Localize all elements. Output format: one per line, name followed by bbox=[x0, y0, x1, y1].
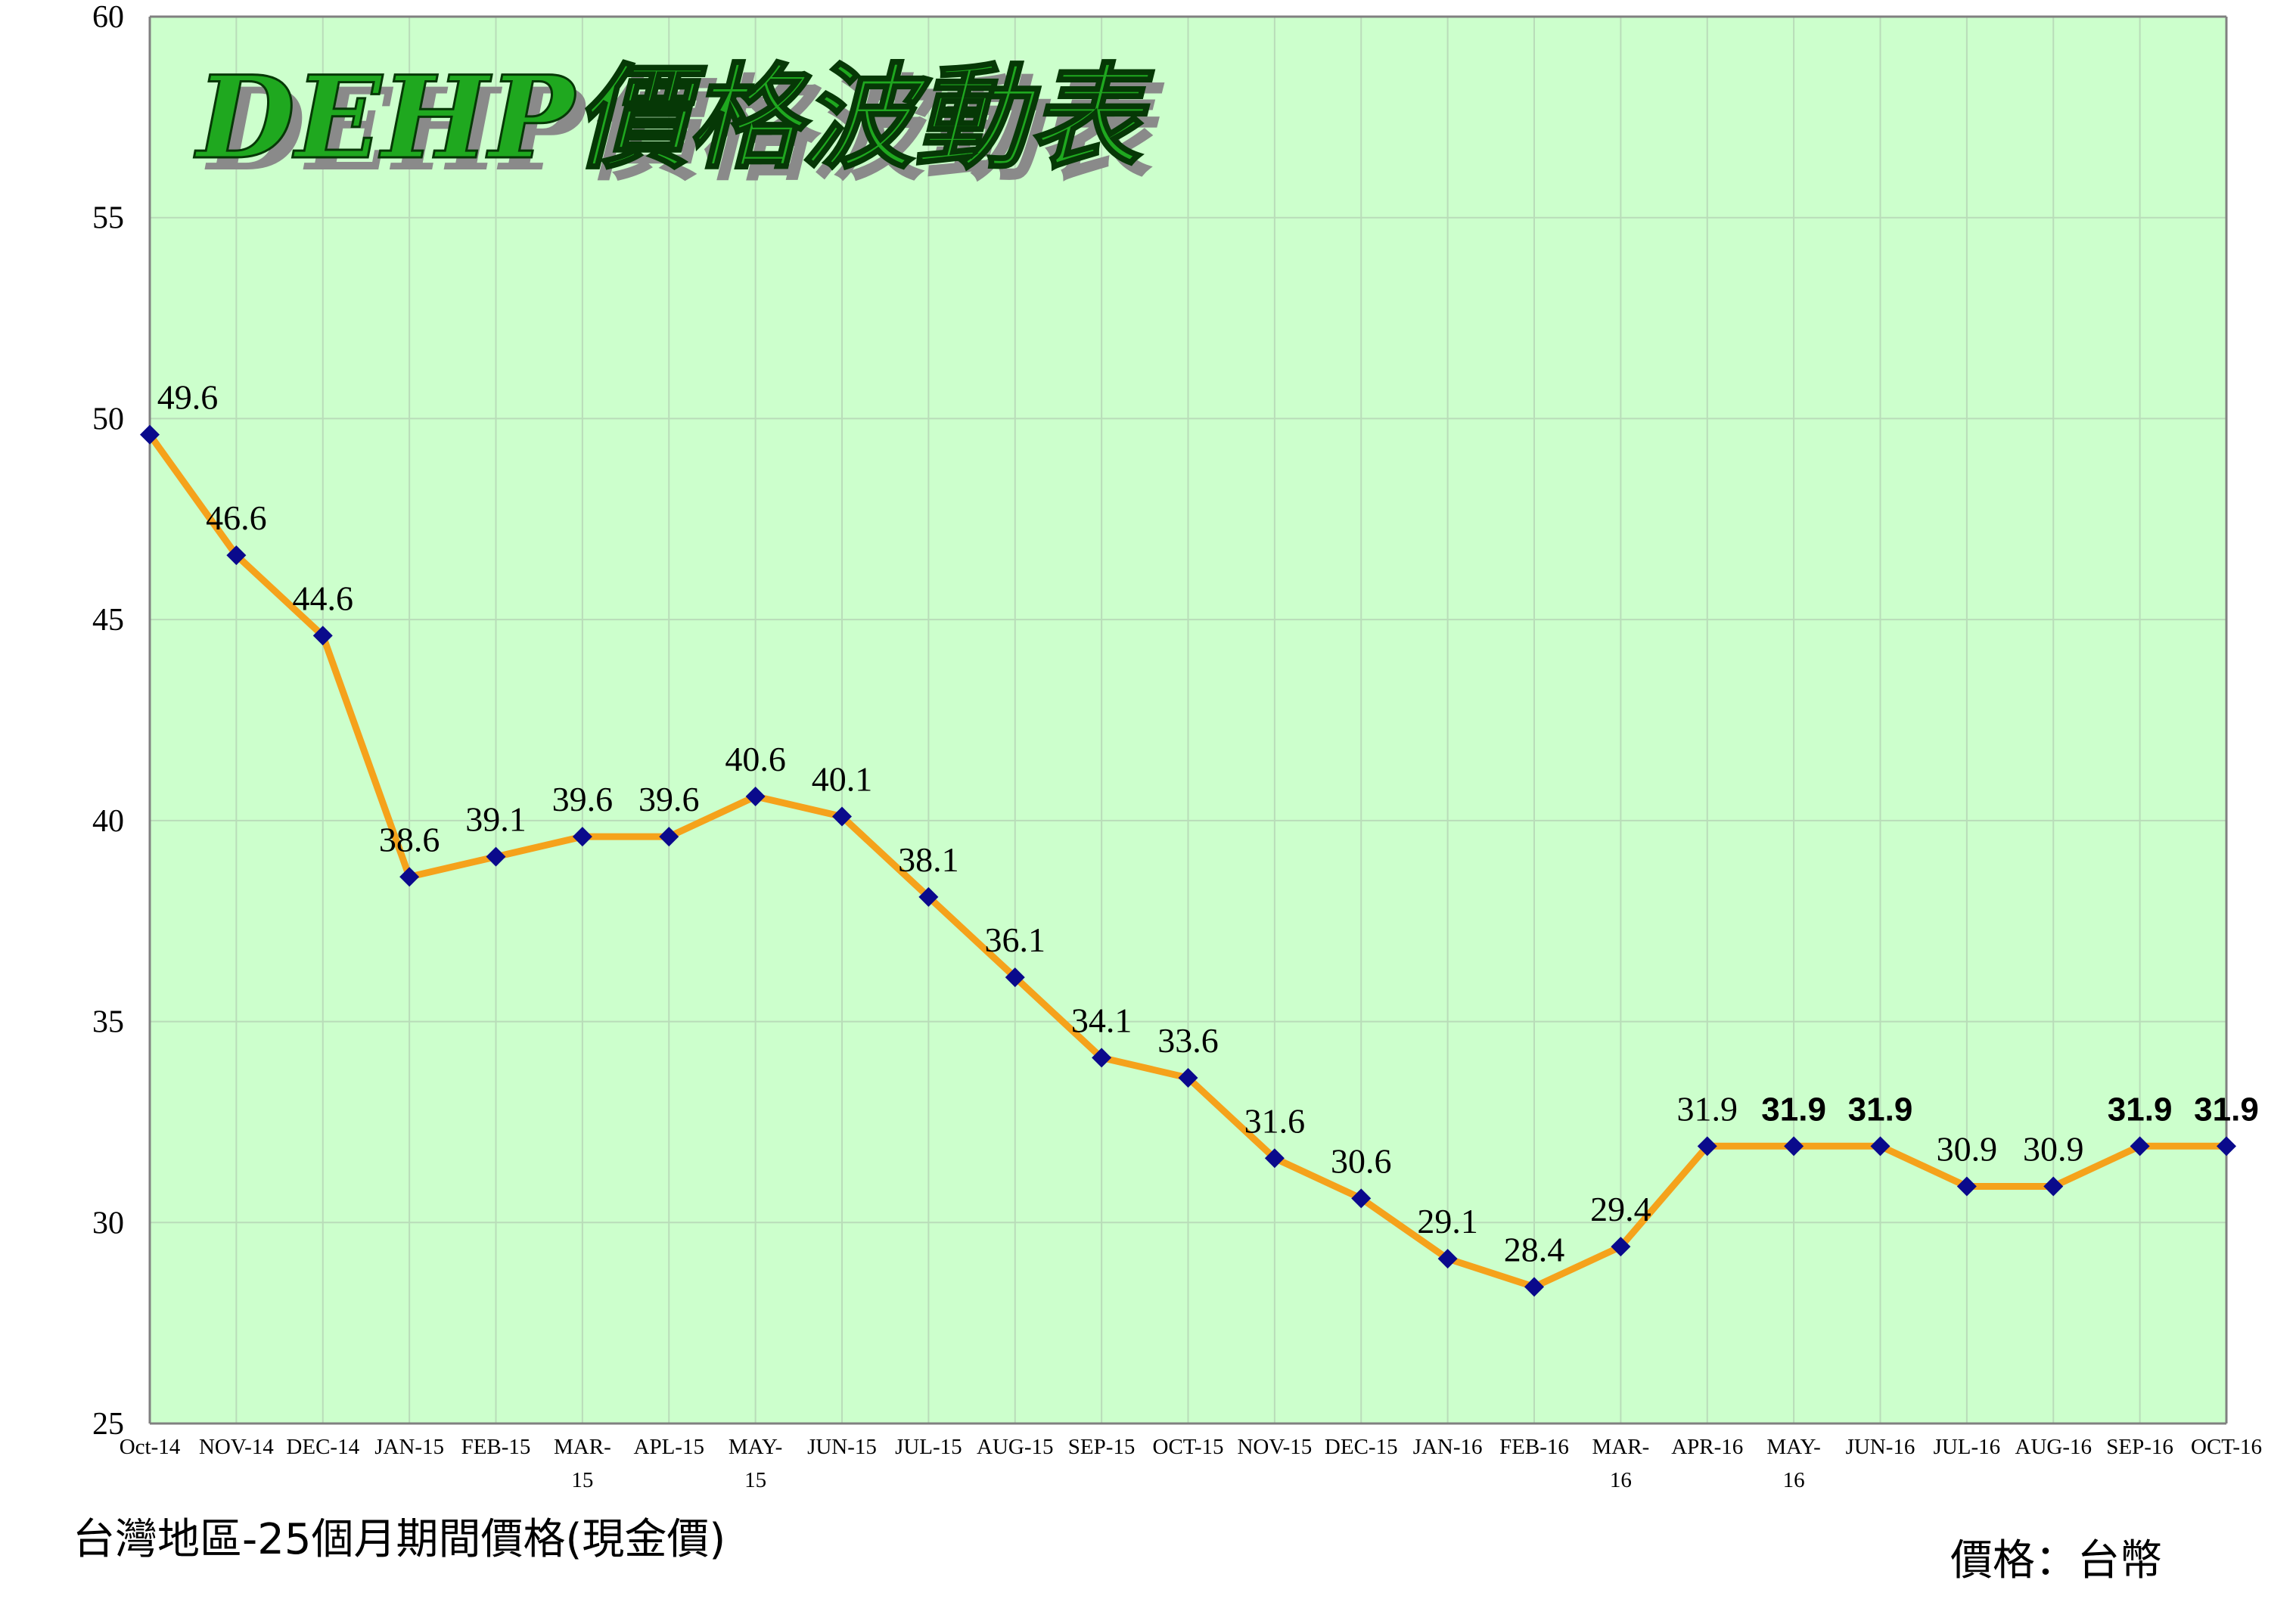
data-point bbox=[1178, 1067, 1198, 1088]
x-tick-label: DEC-15 bbox=[1325, 1435, 1398, 1459]
x-tick-label: JAN-15 bbox=[374, 1435, 444, 1459]
y-tick-label: 45 bbox=[92, 603, 124, 638]
y-tick-labels: 25 30 35 40 45 50 55 60 bbox=[92, 0, 124, 1442]
data-label: 34.1 bbox=[1071, 1001, 1132, 1039]
data-label: 30.6 bbox=[1331, 1141, 1392, 1180]
data-point bbox=[1697, 1136, 1717, 1156]
x-tick-label: JUL-16 bbox=[1934, 1435, 2001, 1459]
data-point bbox=[659, 827, 679, 847]
data-point bbox=[2043, 1176, 2064, 1197]
data-point bbox=[1351, 1188, 1372, 1209]
x-tick-label: NOV-14 bbox=[199, 1435, 274, 1459]
y-tick-label: 50 bbox=[92, 402, 124, 436]
x-tick-label: SEP-15 bbox=[1068, 1435, 1136, 1459]
data-point bbox=[832, 806, 852, 827]
data-point bbox=[1870, 1136, 1891, 1156]
data-label: 33.6 bbox=[1157, 1021, 1219, 1060]
y-tick-label: 40 bbox=[92, 804, 124, 839]
x-tick-label: APL-15 bbox=[634, 1435, 704, 1459]
x-tick-label: JUN-15 bbox=[807, 1435, 877, 1459]
data-point bbox=[1611, 1237, 1631, 1257]
data-label: 36.1 bbox=[985, 921, 1046, 959]
chart-title: DEHP價格波動表 DEHP價格波動表 bbox=[193, 51, 1165, 197]
x-tick-label: OCT-16 bbox=[2191, 1435, 2262, 1459]
data-point bbox=[486, 846, 506, 867]
data-label: 46.6 bbox=[206, 498, 267, 537]
data-label: 39.6 bbox=[552, 780, 614, 818]
data-label: 31.6 bbox=[1244, 1101, 1306, 1140]
x-tick-label: SEP-16 bbox=[2106, 1435, 2173, 1459]
data-label: 40.1 bbox=[812, 760, 873, 799]
data-label: 38.1 bbox=[898, 840, 959, 879]
data-point bbox=[399, 867, 420, 887]
x-tick-label: MAY-15 bbox=[729, 1435, 782, 1492]
chart-title-text: DEHP價格波動表 bbox=[194, 51, 1154, 185]
x-tick-label: FEB-16 bbox=[1499, 1435, 1569, 1459]
data-point bbox=[1005, 967, 1025, 988]
data-labels: 49.6 46.6 44.6 38.6 39.1 39.6 39.6 40.6 40.1 38.1… bbox=[157, 378, 2259, 1269]
data-label: 31.9 bbox=[1848, 1091, 1913, 1128]
data-label: 38.6 bbox=[379, 820, 440, 858]
data-label: 31.9 bbox=[2108, 1091, 2173, 1128]
y-tick-label: 55 bbox=[92, 201, 124, 236]
caption-region-period: 台灣地區-25個月期間價格(現金價) bbox=[73, 1515, 726, 1564]
data-point bbox=[1524, 1277, 1544, 1297]
y-tick-label: 25 bbox=[92, 1407, 124, 1442]
data-label: 30.9 bbox=[1937, 1129, 1998, 1168]
x-tick-label: MAR-16 bbox=[1592, 1435, 1650, 1492]
x-tick-label: Oct-14 bbox=[120, 1435, 181, 1459]
data-label: 29.1 bbox=[1417, 1202, 1478, 1240]
data-point bbox=[312, 626, 333, 646]
data-label: 31.9 bbox=[1761, 1091, 1826, 1128]
data-point bbox=[572, 827, 592, 847]
data-point bbox=[918, 886, 939, 907]
data-point bbox=[2130, 1136, 2150, 1156]
data-point bbox=[1784, 1136, 1804, 1156]
data-point bbox=[2217, 1136, 2236, 1156]
y-tick-label: 30 bbox=[92, 1206, 124, 1240]
y-tick-label: 35 bbox=[92, 1005, 124, 1040]
data-point bbox=[1092, 1048, 1112, 1068]
data-label: 30.9 bbox=[2023, 1129, 2084, 1168]
x-tick-label: FEB-15 bbox=[461, 1435, 531, 1459]
x-tick-label: AUG-15 bbox=[977, 1435, 1054, 1459]
data-label: 28.4 bbox=[1504, 1230, 1565, 1268]
x-tick-label: NOV-15 bbox=[1237, 1435, 1312, 1459]
x-tick-label: JAN-16 bbox=[1413, 1435, 1483, 1459]
data-point bbox=[1956, 1176, 1977, 1197]
data-label: 29.4 bbox=[1590, 1190, 1651, 1228]
data-label: 39.1 bbox=[465, 800, 527, 839]
data-label: 40.6 bbox=[725, 740, 786, 778]
data-point bbox=[1437, 1249, 1458, 1269]
x-tick-label: JUL-15 bbox=[895, 1435, 962, 1459]
data-label: 49.6 bbox=[157, 378, 219, 417]
data-point bbox=[140, 424, 160, 445]
x-tick-label: APR-16 bbox=[1671, 1435, 1743, 1459]
data-point bbox=[745, 786, 766, 806]
x-tick-label: DEC-14 bbox=[286, 1435, 359, 1459]
data-label: 31.9 bbox=[2194, 1091, 2259, 1128]
caption-price-unit: 價格：台幣 bbox=[1950, 1536, 2162, 1585]
data-label: 44.6 bbox=[293, 579, 354, 617]
x-tick-label: AUG-16 bbox=[2015, 1435, 2092, 1459]
x-tick-label: JUN-16 bbox=[1846, 1435, 1915, 1459]
series-markers bbox=[140, 424, 2236, 1297]
y-tick-label: 60 bbox=[92, 0, 124, 35]
chart-title-shadow: DEHP價格波動表 bbox=[204, 64, 1165, 197]
x-tick-labels: Oct-14 NOV-14 DEC-14 JAN-15 FEB-15 MAR-15 APL-… bbox=[120, 1435, 2262, 1492]
data-point bbox=[226, 545, 247, 566]
x-tick-label: OCT-15 bbox=[1153, 1435, 1224, 1459]
data-label: 39.6 bbox=[638, 780, 700, 818]
data-label: 31.9 bbox=[1677, 1089, 1738, 1128]
data-point bbox=[1264, 1148, 1285, 1169]
x-tick-label: MAY-16 bbox=[1766, 1435, 1820, 1492]
x-tick-label: MAR-15 bbox=[554, 1435, 611, 1492]
